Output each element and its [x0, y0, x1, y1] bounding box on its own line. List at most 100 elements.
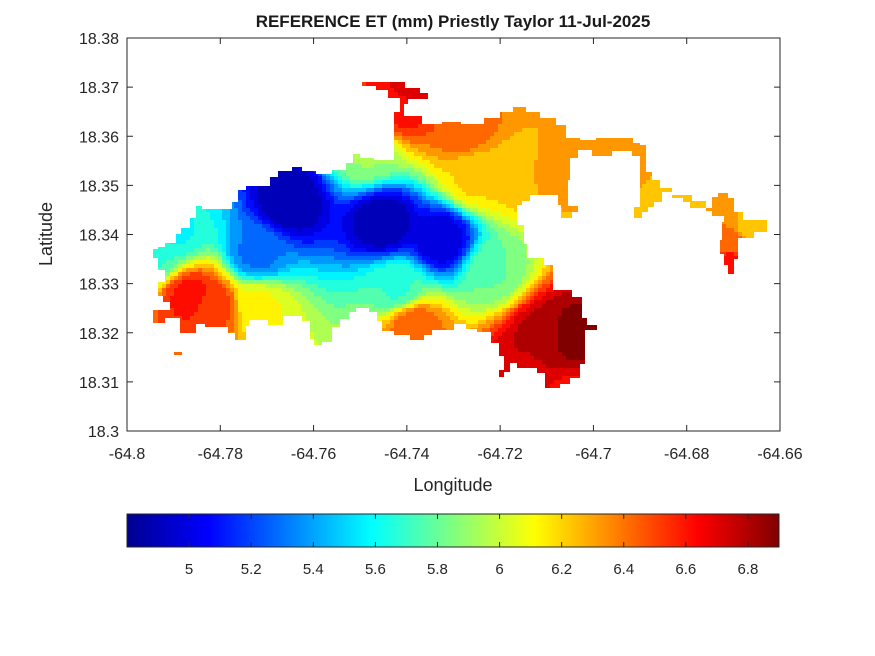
field-cell — [410, 144, 415, 149]
field-cell — [382, 176, 387, 181]
field-cell — [382, 164, 387, 169]
field-cell — [358, 200, 363, 205]
field-cell — [398, 112, 403, 117]
field-cell — [410, 160, 415, 165]
field-cell — [510, 116, 515, 121]
field-cell — [478, 156, 483, 161]
field-cell — [490, 200, 495, 205]
field-cell — [446, 152, 451, 157]
field-cell — [430, 180, 435, 185]
field-cell — [514, 196, 519, 201]
field-cell — [522, 108, 527, 113]
field-cell — [250, 200, 255, 205]
field-cell — [290, 168, 295, 173]
field-cell — [546, 148, 551, 153]
field-cell — [370, 192, 375, 197]
field-cell — [710, 196, 715, 201]
field-cell — [398, 168, 403, 173]
field-cell — [250, 192, 255, 197]
field-cell — [266, 192, 271, 197]
field-cell — [394, 88, 399, 93]
field-cell — [282, 196, 287, 201]
field-cell — [434, 192, 439, 197]
field-cell — [522, 196, 527, 201]
field-cell — [362, 156, 367, 161]
field-cell — [422, 168, 427, 173]
field-cell — [470, 132, 475, 137]
field-cell — [510, 144, 515, 149]
field-cell — [558, 172, 563, 177]
field-cell — [430, 156, 435, 161]
field-cell — [538, 144, 543, 149]
field-cell — [526, 152, 531, 157]
field-cell — [398, 108, 403, 113]
field-cell — [486, 124, 491, 129]
field-cell — [270, 208, 275, 213]
field-cell — [438, 180, 443, 185]
field-cell — [470, 156, 475, 161]
field-cell — [478, 196, 483, 201]
field-cell — [570, 144, 575, 149]
field-cell — [530, 188, 535, 193]
field-cell — [478, 200, 483, 205]
field-cell — [338, 176, 343, 181]
field-cell — [630, 144, 635, 149]
field-cell — [562, 144, 567, 149]
field-cell — [438, 128, 443, 133]
field-cell — [398, 184, 403, 189]
field-cell — [398, 124, 403, 129]
field-cell — [506, 156, 511, 161]
field-cell — [458, 128, 463, 133]
field-cell — [318, 176, 323, 181]
field-cell — [474, 196, 479, 201]
field-cell — [554, 156, 559, 161]
field-cell — [482, 120, 487, 125]
field-cell — [514, 172, 519, 177]
field-cell — [550, 192, 555, 197]
field-cell — [454, 132, 459, 137]
field-cell — [314, 192, 319, 197]
field-cell — [566, 152, 571, 157]
field-cell — [502, 204, 507, 209]
field-cell — [394, 128, 399, 133]
field-cell — [414, 200, 419, 205]
field-cell — [462, 156, 467, 161]
field-cell — [534, 144, 539, 149]
field-cell — [546, 140, 551, 145]
field-cell — [510, 184, 515, 189]
field-cell — [494, 124, 499, 129]
field-cell — [498, 148, 503, 153]
field-cell — [614, 140, 619, 145]
field-cell — [434, 128, 439, 133]
field-cell — [450, 128, 455, 133]
field-cell — [258, 192, 263, 197]
field-cell — [414, 172, 419, 177]
field-cell — [394, 152, 399, 157]
field-cell — [558, 148, 563, 153]
field-cell — [470, 172, 475, 177]
field-cell — [450, 160, 455, 165]
field-cell — [294, 184, 299, 189]
field-cell — [250, 208, 255, 213]
field-cell — [278, 196, 283, 201]
field-cell — [558, 192, 563, 197]
field-cell — [422, 192, 427, 197]
field-cell — [366, 188, 371, 193]
field-cell — [598, 136, 603, 141]
field-cell — [494, 144, 499, 149]
field-cell — [390, 196, 395, 201]
field-cell — [302, 176, 307, 181]
field-cell — [302, 180, 307, 185]
field-cell — [566, 204, 571, 209]
field-cell — [490, 188, 495, 193]
field-cell — [482, 200, 487, 205]
field-cell — [338, 180, 343, 185]
field-cell — [350, 204, 355, 209]
field-cell — [406, 204, 411, 209]
field-cell — [454, 188, 459, 193]
field-cell — [598, 148, 603, 153]
field-cell — [702, 200, 707, 205]
field-cell — [642, 144, 647, 149]
field-cell — [522, 176, 527, 181]
field-cell — [462, 204, 467, 209]
